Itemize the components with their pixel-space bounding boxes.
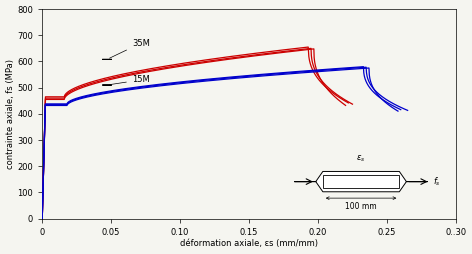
Text: 35M: 35M [110,39,150,58]
Bar [323,175,399,188]
X-axis label: déformation axiale, εs (mm/mm): déformation axiale, εs (mm/mm) [180,240,318,248]
Text: 15M: 15M [110,75,150,85]
Polygon shape [295,171,428,192]
Text: $f_s$: $f_s$ [433,175,441,188]
Text: $\varepsilon_s$: $\varepsilon_s$ [356,153,366,164]
Y-axis label: contrainte axiale, fs (MPa): contrainte axiale, fs (MPa) [6,59,15,169]
Text: 100 mm: 100 mm [345,202,377,211]
